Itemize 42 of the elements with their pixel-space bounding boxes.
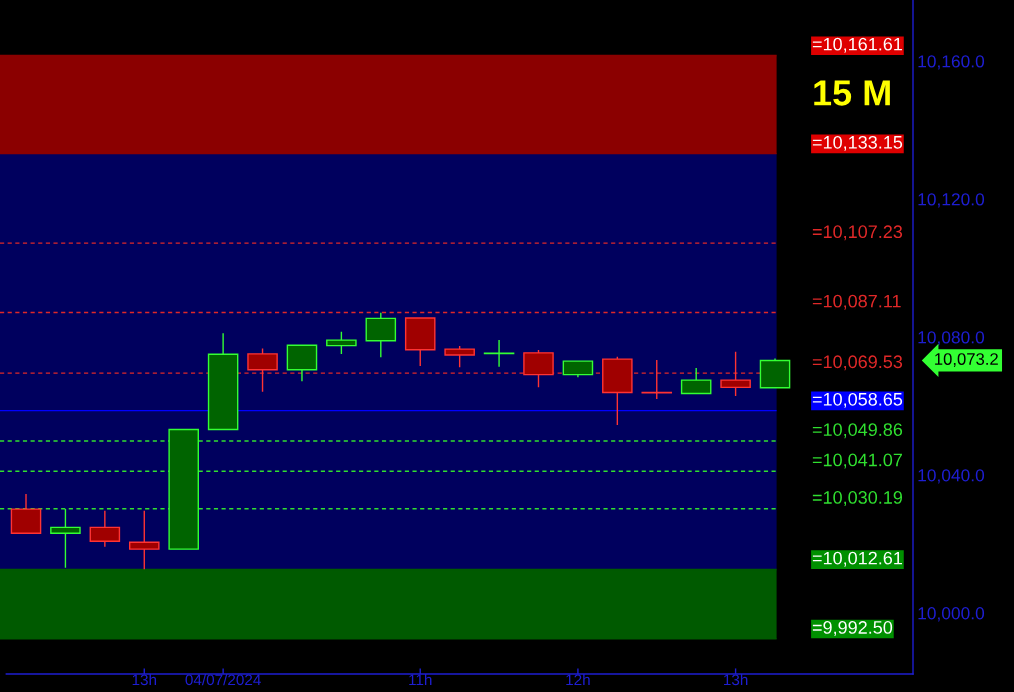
y-tick-label: 10,080.0 — [918, 331, 985, 346]
y-tick-label: 10,160.0 — [918, 55, 985, 70]
y-tick-label: 10,040.0 — [918, 469, 985, 484]
ref-line-label: =10,107.23 — [812, 225, 903, 241]
x-tick-label: 12h — [566, 674, 590, 686]
candlestick — [562, 360, 594, 379]
candlestick — [326, 331, 357, 355]
ref-line-label: =10,041.07 — [812, 453, 902, 469]
candlestick — [444, 345, 475, 369]
candlestick — [404, 317, 436, 367]
ref-line-label: =9,992.50 — [812, 621, 893, 636]
x-tick-label: 04/07/2024 — [185, 674, 261, 686]
candlestick — [286, 344, 318, 382]
ref-line-label: =10,069.53 — [812, 355, 903, 371]
annotation: 15 M — [814, 80, 890, 106]
candlestick — [641, 359, 673, 400]
candlestick — [10, 493, 42, 534]
ref-line-label: =10,030.19 — [812, 491, 903, 506]
candlestick — [128, 510, 160, 570]
x-tick-label: 13h — [132, 674, 157, 686]
ref-line-label: =10,087.11 — [812, 294, 901, 310]
ref-line-label: =10,012.61 — [812, 551, 902, 567]
candlestick — [247, 347, 278, 393]
candlestick — [89, 510, 121, 548]
text: 10,073.2 — [935, 353, 998, 367]
y-tick-label: 10,000.0 — [918, 607, 985, 622]
y-tick-label: 10,120.0 — [918, 193, 985, 208]
candlestick — [759, 357, 791, 389]
ref-line-label: =10,133.15 — [812, 135, 903, 151]
ref-line-label: =10,161.61 — [812, 37, 902, 53]
x-tick-label: 13h — [724, 674, 748, 686]
x-tick-label: 11h — [409, 674, 432, 686]
ref-line-label: =10,058.65 — [812, 392, 903, 408]
candlestick — [602, 355, 633, 426]
candlestick — [483, 339, 515, 368]
candlestick — [523, 349, 554, 389]
candlestick — [168, 428, 199, 550]
candlestick — [680, 367, 712, 395]
candlestick — [207, 332, 239, 431]
candlestick — [365, 312, 397, 359]
ref-line-label: =10,049.86 — [812, 423, 903, 439]
candlestick — [720, 351, 751, 397]
